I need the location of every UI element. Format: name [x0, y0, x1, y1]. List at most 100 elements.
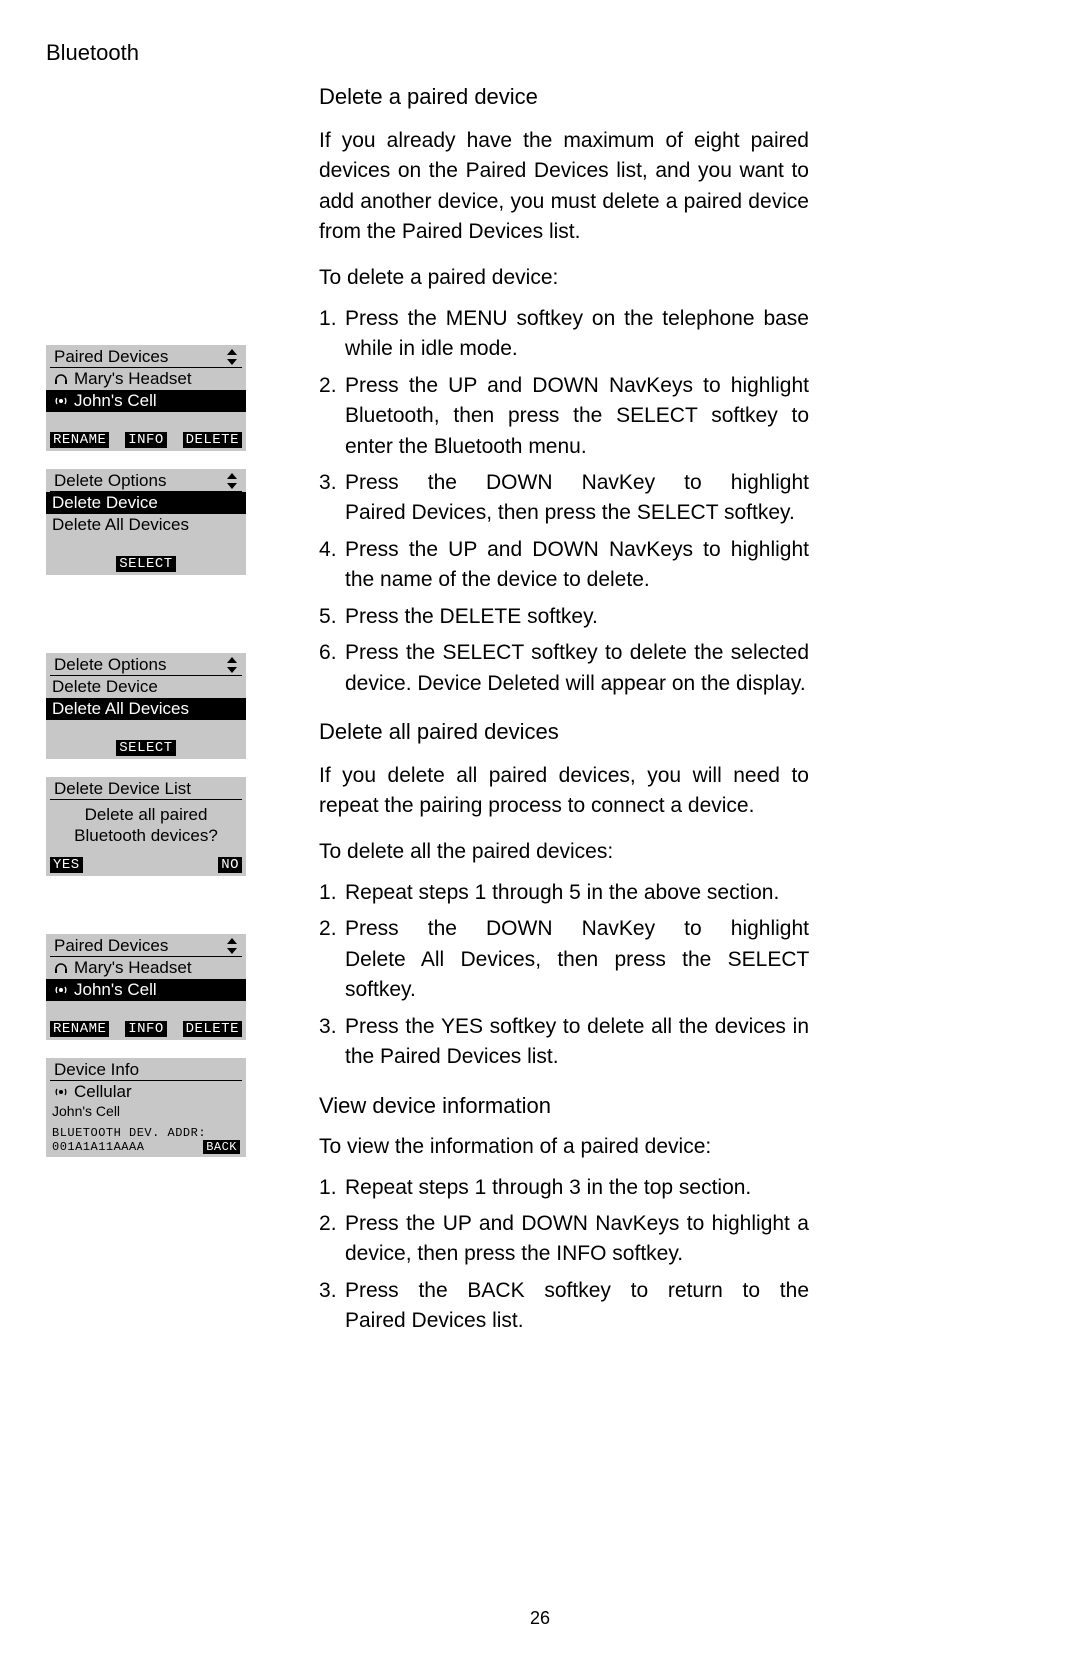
instruction-lead: To view the information of a paired devi…: [319, 1135, 809, 1159]
updown-icon: [226, 938, 238, 954]
list-item-label: Mary's Headset: [74, 369, 192, 389]
text: list.: [543, 220, 580, 243]
list-item-label: John's Cell: [74, 980, 157, 1000]
text: menu.: [522, 435, 586, 458]
list-item-selected: John's Cell: [46, 390, 246, 412]
softkey-delete: DELETE: [183, 432, 242, 448]
text: Press the: [345, 1212, 443, 1235]
text: Press the: [345, 538, 448, 561]
lcd-title: Paired Devices: [54, 936, 168, 956]
step: Press the MENU softkey on the telephone …: [319, 304, 809, 365]
keyword: Bluetooth: [345, 404, 434, 427]
text: Press the: [345, 307, 446, 330]
cell-icon: [52, 393, 70, 409]
list-item-selected: Delete All Devices: [46, 698, 246, 720]
manual-text: Delete a paired device If you already ha…: [319, 84, 809, 1357]
section-heading: Delete a paired device: [319, 84, 809, 110]
keyword: Device Deleted: [417, 672, 559, 695]
text: NavKeys to highlight: [599, 374, 809, 397]
cell-icon: [52, 982, 70, 998]
softkey-rename: RENAME: [50, 1021, 109, 1037]
lcd-paired-devices-1: Paired Devices Mary's Headset John's Cel…: [46, 345, 246, 451]
step: Repeat steps 1 through 5 in the above se…: [319, 878, 809, 908]
list-item: Mary's Headset: [46, 368, 246, 390]
keyword: UP: [448, 538, 477, 561]
list-item-label: Delete All Devices: [52, 515, 189, 535]
step: Press the SELECT softkey to delete the s…: [319, 638, 809, 699]
instruction-lead: To delete a paired device:: [319, 266, 809, 290]
updown-icon: [226, 349, 238, 365]
lcd-title: Delete Device List: [54, 779, 191, 799]
list-item-selected: John's Cell: [46, 979, 246, 1001]
text: will appear on the display.: [560, 672, 806, 695]
list-item-label: Mary's Headset: [74, 958, 192, 978]
keyword: SELECT: [637, 501, 718, 524]
keyword: DOWN: [486, 917, 553, 940]
list-item: Mary's Headset: [46, 957, 246, 979]
keyword: UP: [443, 1212, 472, 1235]
page-number: 26: [0, 1608, 1080, 1629]
softkey-yes: YES: [50, 857, 83, 873]
step: Press the UP and DOWN NavKeys to highlig…: [319, 371, 809, 462]
steps-list: Repeat steps 1 through 5 in the above se…: [319, 878, 809, 1073]
keyword: DOWN: [532, 374, 599, 397]
headset-icon: [52, 371, 70, 387]
text: Press the: [345, 471, 486, 494]
keyword: DELETE: [440, 605, 522, 628]
text: and: [477, 374, 532, 397]
keyword: BACK: [467, 1279, 524, 1302]
keyword: Paired Devices: [380, 1045, 521, 1068]
keyword: SELECT: [728, 948, 809, 971]
keyword: DOWN: [486, 471, 553, 494]
keyword: INFO: [556, 1242, 606, 1265]
keyword: YES: [441, 1015, 483, 1038]
softkey-select: SELECT: [116, 556, 175, 572]
lcd-title: Paired Devices: [54, 347, 168, 367]
keyword: Bluetooth: [434, 435, 523, 458]
text: softkey to return to the: [525, 1279, 809, 1302]
lcd-title: Delete Options: [54, 471, 166, 491]
lcd-paired-devices-2: Paired Devices Mary's Headset John's Cel…: [46, 934, 246, 1040]
text: softkey.: [345, 978, 416, 1001]
softkey-no: NO: [218, 857, 242, 873]
text: Press the: [345, 1279, 467, 1302]
lcd-body-text: Delete all paired Bluetooth devices?: [46, 800, 246, 855]
keyword: Paired Devices: [345, 501, 486, 524]
list-item-label: Delete Device: [52, 493, 158, 513]
keyword: Paired Devices: [402, 220, 543, 243]
instruction-lead: To delete all the paired devices:: [319, 840, 809, 864]
text: Press the: [345, 1015, 441, 1038]
keyword: SELECT: [616, 404, 697, 427]
softkey-rename: RENAME: [50, 432, 109, 448]
text: Press the: [345, 605, 440, 628]
step: Press the DOWN NavKey to highlight Paire…: [319, 468, 809, 529]
text: NavKey to highlight: [553, 471, 809, 494]
lcd-column: Paired Devices Mary's Headset John's Cel…: [46, 345, 246, 1175]
cell-icon: [52, 1084, 70, 1100]
paragraph: If you delete all paired devices, you wi…: [319, 761, 809, 822]
device-name-row: John's Cell: [46, 1103, 246, 1120]
softkey-delete: DELETE: [183, 1021, 242, 1037]
keyword: DOWN: [532, 538, 599, 561]
list-item-label: Delete All Devices: [52, 699, 189, 719]
bt-addr-label: BLUETOOTH DEV. ADDR:: [46, 1126, 246, 1140]
text: softkey.: [718, 501, 795, 524]
step: Press the DELETE softkey.: [319, 602, 809, 632]
keyword: Paired Devices: [345, 1309, 486, 1332]
step: Press the YES softkey to delete all the …: [319, 1012, 809, 1073]
lcd-title: Device Info: [54, 1060, 139, 1080]
text: NavKey to highlight: [553, 917, 809, 940]
keyword: MENU: [446, 307, 508, 330]
steps-list: Repeat steps 1 through 3 in the top sect…: [319, 1173, 809, 1337]
lcd-title: Delete Options: [54, 655, 166, 675]
step: Press the UP and DOWN NavKeys to highlig…: [319, 535, 809, 596]
text: , then press the: [535, 948, 727, 971]
step: Repeat steps 1 through 3 in the top sect…: [319, 1173, 809, 1203]
headset-icon: [52, 960, 70, 976]
text: softkey.: [521, 605, 598, 628]
list-item: Delete Device: [46, 676, 246, 698]
softkey-back: BACK: [203, 1140, 240, 1154]
lcd-device-info: Device Info Cellular John's Cell BLUETOO…: [46, 1058, 246, 1157]
steps-list: Press the MENU softkey on the telephone …: [319, 304, 809, 699]
list-item-label: Delete Device: [52, 677, 158, 697]
